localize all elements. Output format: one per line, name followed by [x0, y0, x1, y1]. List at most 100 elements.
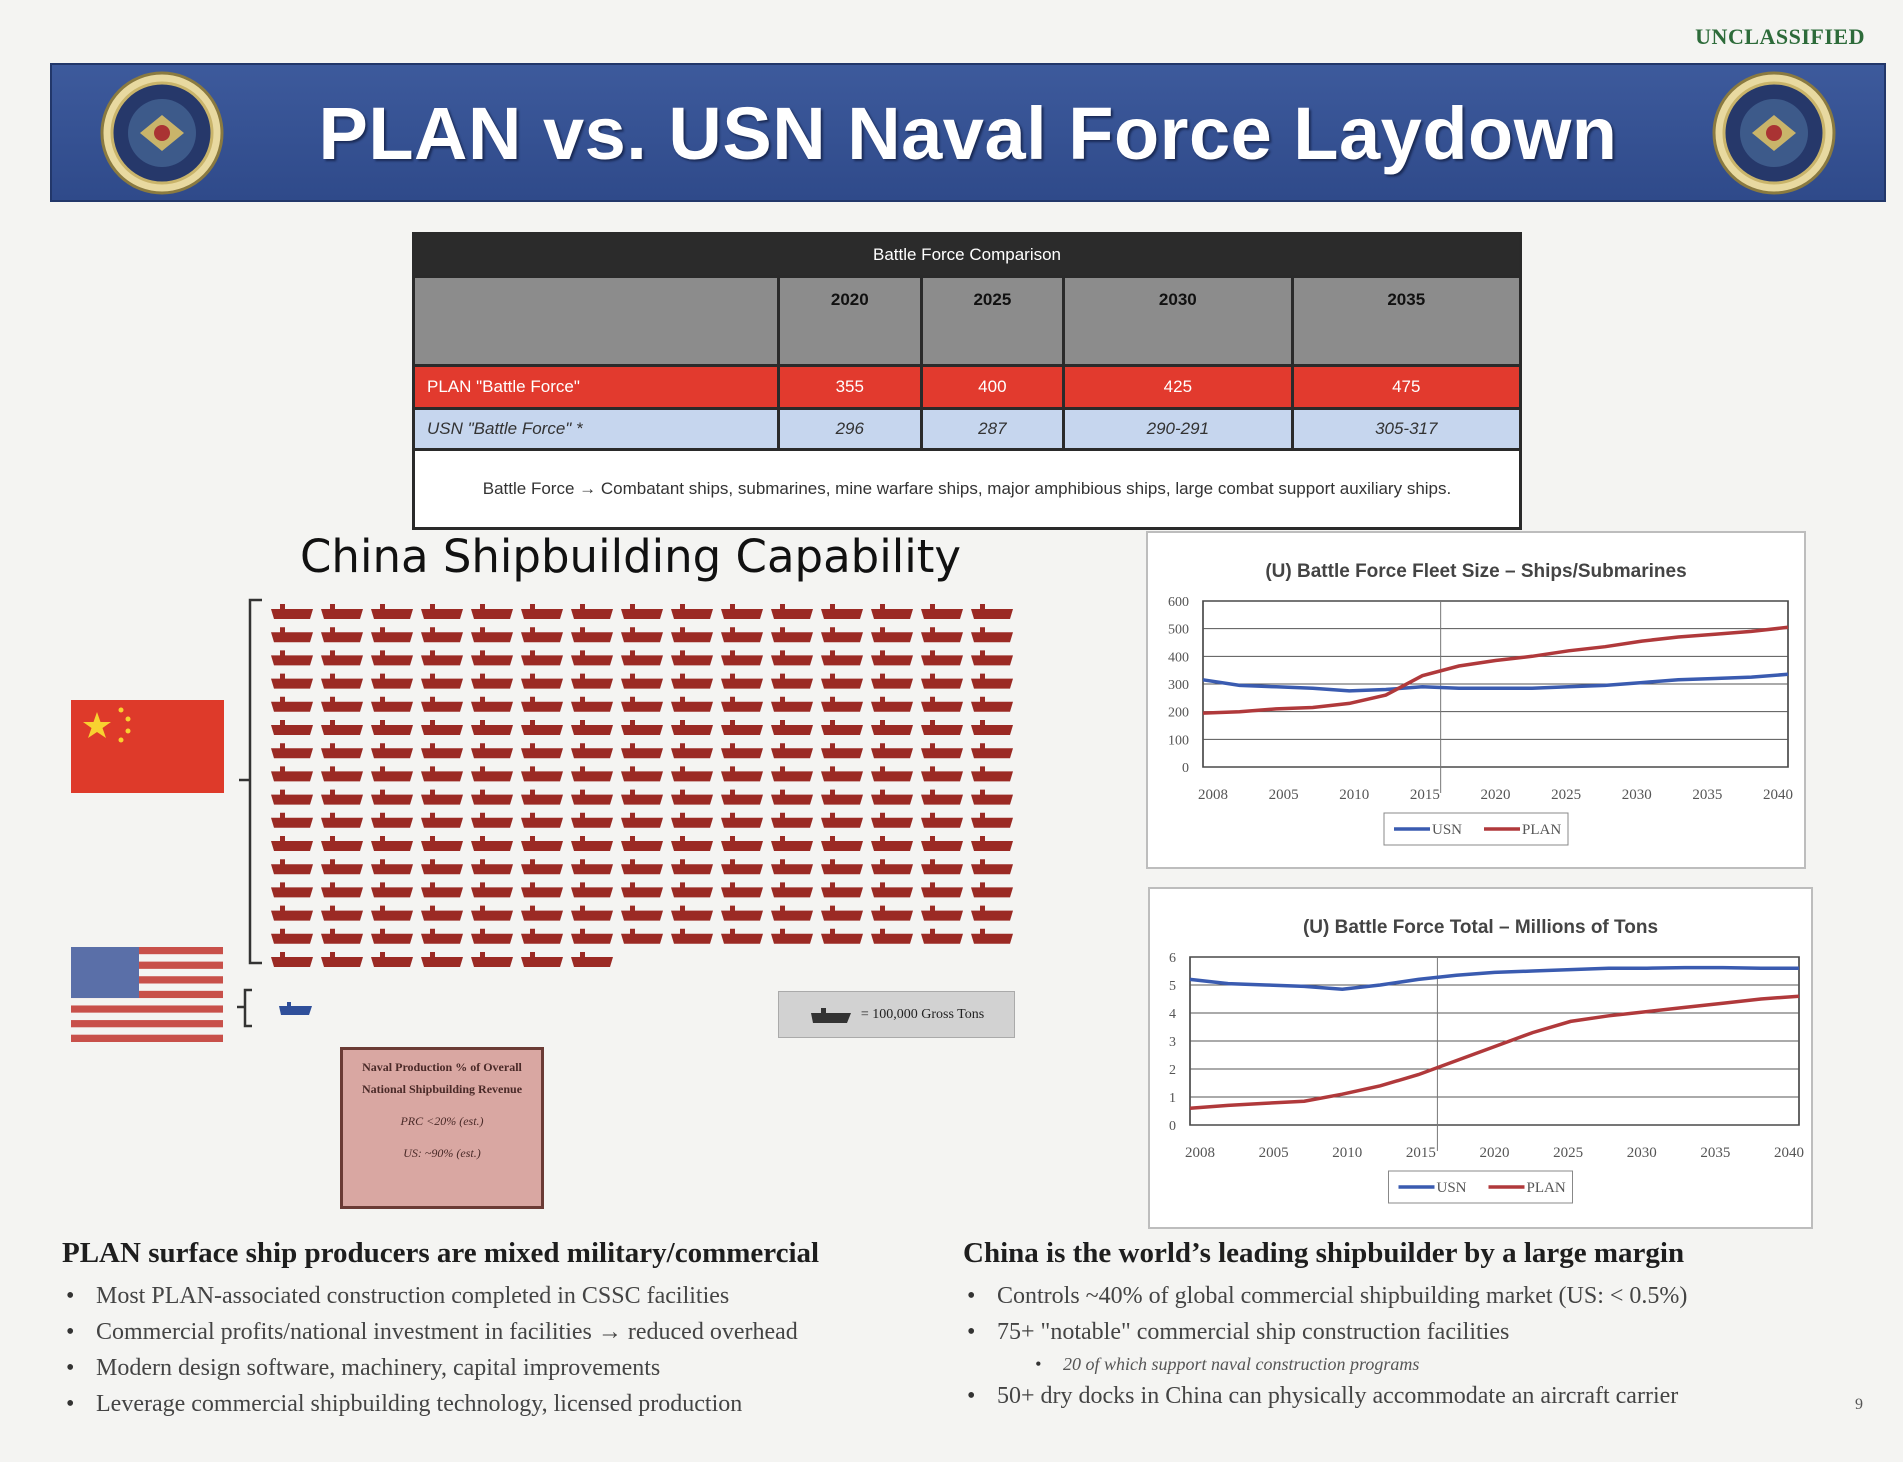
ship-icon [771, 766, 813, 782]
ship-icon [521, 952, 563, 967]
y-tick-label: 3 [1169, 1035, 1176, 1050]
ship-icon [471, 952, 513, 967]
x-tick-label: 2015 [1406, 1145, 1436, 1161]
ship-icon [471, 604, 513, 619]
ship-icon [271, 650, 313, 666]
ship-icon [971, 696, 1013, 712]
ship-icon [671, 673, 713, 689]
ship-icon [321, 859, 363, 875]
ship-icon [521, 743, 563, 759]
us-bracket [237, 988, 252, 1028]
ship-icon [621, 673, 663, 689]
chart-title: (U) Battle Force Total – Millions of Ton… [1303, 917, 1658, 938]
table-cell: 400 [919, 364, 1066, 410]
naval-box-prc: PRC <20% (est.) [400, 1114, 484, 1128]
ship-icon [721, 766, 763, 782]
x-tick-label: 2005 [1269, 787, 1299, 803]
ship-icon [421, 928, 463, 944]
ship-icon [371, 952, 413, 967]
ship-icon [421, 859, 463, 875]
ship-icon [671, 836, 713, 851]
ship-icon [971, 836, 1013, 851]
y-tick-label: 600 [1168, 595, 1189, 610]
table-corner [412, 275, 780, 367]
ship-icon [621, 859, 663, 875]
ship-icon [371, 743, 413, 759]
page-number: 9 [1855, 1396, 1863, 1413]
ship-icon [321, 627, 363, 643]
series-line-plan [1202, 625, 1789, 715]
ship-icon [671, 928, 713, 944]
list-item: Modern design software, machinery, capit… [62, 1350, 962, 1386]
ship-icon [271, 766, 313, 782]
ship-icon [271, 859, 313, 875]
ship-icon [721, 696, 763, 712]
ship-icon [821, 836, 863, 851]
ship-icon [471, 627, 513, 643]
ship-icon [771, 604, 813, 619]
ship-icon [821, 905, 863, 921]
table-cell: 425 [1062, 364, 1294, 410]
ship-icon [421, 720, 463, 735]
table-cell: 305-317 [1290, 407, 1523, 451]
ship-icon [871, 905, 913, 921]
ship-icon [921, 696, 963, 712]
ship-icon [721, 905, 763, 921]
tonnage-chart: (U) Battle Force Total – Millions of Ton… [1148, 887, 1813, 1229]
ship-icon [471, 720, 513, 735]
ship-icon [371, 720, 413, 735]
ship-icon [771, 928, 813, 944]
ship-icon [521, 766, 563, 782]
x-tick-label: 2040 [1763, 787, 1793, 803]
ship-icon [671, 812, 713, 828]
us-flag-icon [71, 947, 223, 1042]
x-tick-label: 2010 [1339, 787, 1369, 803]
ship-icon [621, 789, 663, 805]
ship-icon [371, 836, 413, 851]
ship-icon [621, 650, 663, 666]
ship-icon [871, 650, 913, 666]
ship-icon [321, 952, 363, 967]
ship-icon [821, 743, 863, 759]
ship-icon [471, 766, 513, 782]
fleet-size-chart: (U) Battle Force Fleet Size – Ships/Subm… [1146, 531, 1806, 869]
ship-icon [921, 673, 963, 689]
ship-icon [421, 627, 463, 643]
page-title: PLAN vs. USN Naval Force Laydown [318, 92, 1618, 175]
ship-icon [671, 882, 713, 898]
ship-icon [721, 720, 763, 735]
ship-icon [771, 673, 813, 689]
ship-icon [521, 859, 563, 875]
ship-icon [971, 743, 1013, 759]
ship-icon [971, 789, 1013, 805]
list-item: Most PLAN-associated construction comple… [62, 1278, 962, 1314]
ship-icon [271, 789, 313, 805]
ship-icon [321, 812, 363, 828]
shipbuilding-title: China Shipbuilding Capability [300, 530, 962, 583]
ship-icon [921, 604, 963, 619]
ship-icon [271, 627, 313, 643]
table-cell: 355 [777, 364, 923, 410]
list-item: Controls ~40% of global commercial shipb… [963, 1278, 1863, 1314]
ship-icon [571, 859, 613, 875]
table-cell: 475 [1290, 364, 1523, 410]
year-header: 2030 [1062, 275, 1294, 367]
ship-icon [421, 650, 463, 666]
ship-icon [271, 673, 313, 689]
x-tick-label: 2020 [1480, 1145, 1510, 1161]
ship-icon [821, 673, 863, 689]
y-tick-label: 0 [1169, 1119, 1176, 1134]
ship-icon [521, 812, 563, 828]
ship-icon [271, 720, 313, 735]
ship-icon [371, 928, 413, 944]
ship-icon [321, 720, 363, 735]
ship-icon [571, 789, 613, 805]
china-flag-icon [71, 700, 224, 793]
x-tick-label: 2035 [1692, 787, 1722, 803]
ship-icon [971, 905, 1013, 921]
year-header: 2020 [777, 275, 923, 367]
legend-label: PLAN [1527, 1180, 1566, 1196]
y-tick-label: 400 [1168, 650, 1189, 665]
ship-icon [371, 882, 413, 898]
ship-icon [571, 673, 613, 689]
